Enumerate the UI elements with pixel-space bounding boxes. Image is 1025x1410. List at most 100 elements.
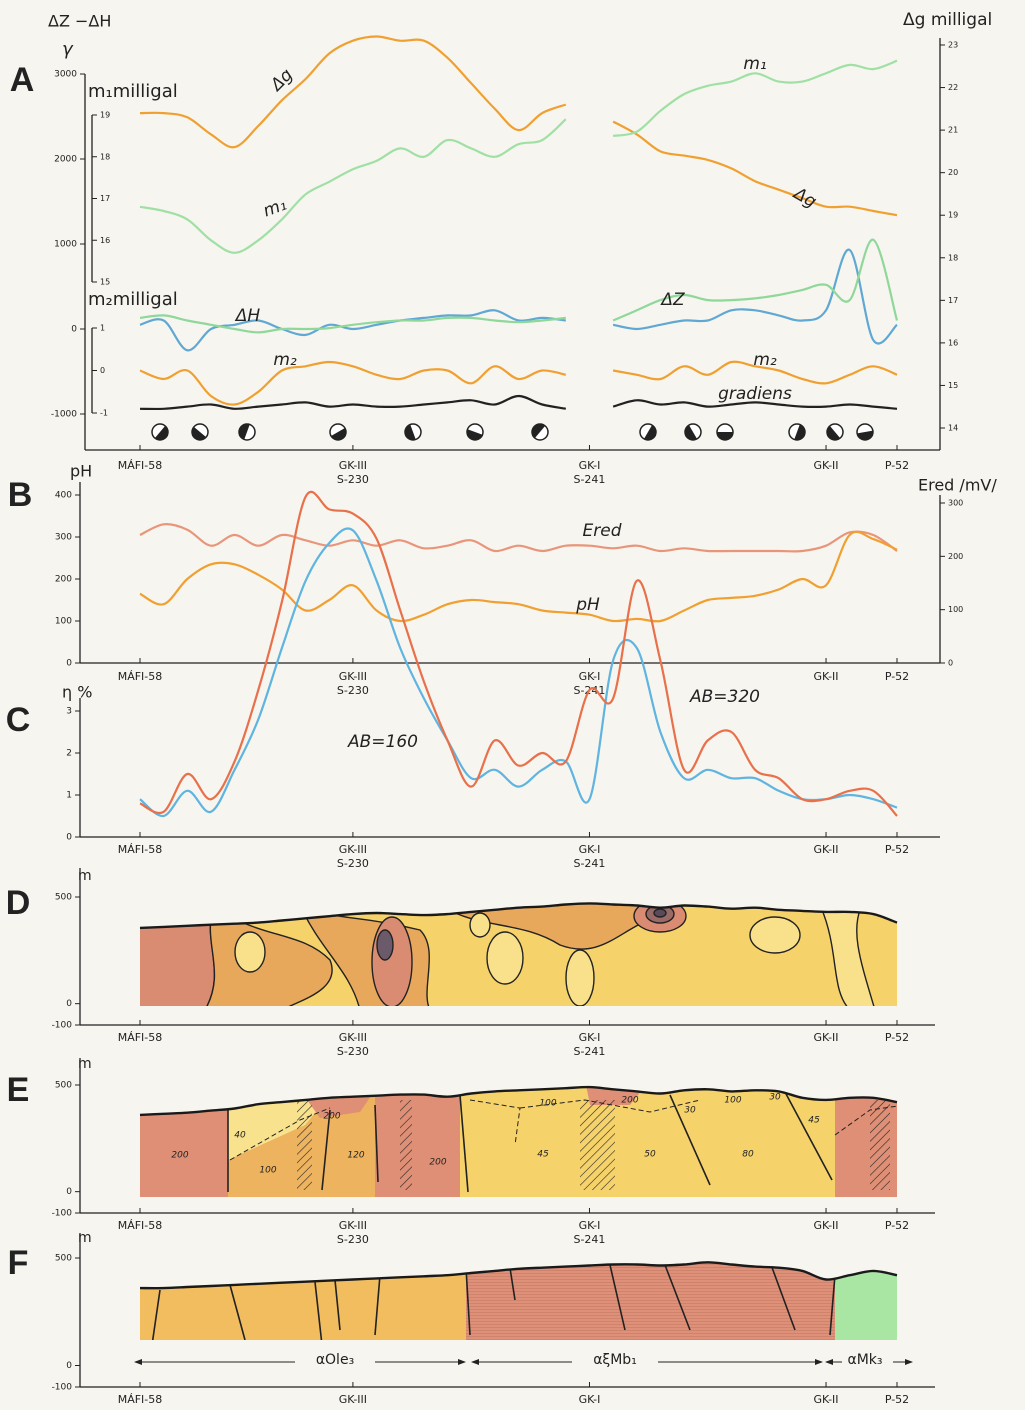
tick-label: 1000 <box>54 240 77 250</box>
tick-label: 20 <box>948 168 958 177</box>
series-label: ΔH <box>234 306 261 326</box>
station-label: MÁFI-58 <box>118 670 163 683</box>
fault <box>321 1109 331 1191</box>
station-sublabel: S-241 <box>573 857 605 870</box>
dip-symbol <box>405 424 416 440</box>
series-label: m₂ <box>273 350 297 370</box>
zone <box>749 916 801 954</box>
station-label: GK-II <box>814 843 839 856</box>
fault <box>459 1094 469 1193</box>
series-label: pH <box>575 595 600 615</box>
panel-letter: C <box>6 701 31 739</box>
zone <box>469 912 491 938</box>
zone <box>653 908 667 918</box>
fault <box>829 1274 836 1336</box>
station-label: GK-III <box>339 1393 367 1406</box>
tick-label: 100 <box>948 605 963 614</box>
station-label: GK-III <box>339 1031 367 1044</box>
tick-label: 2 <box>66 749 72 759</box>
axis-title: m₁milligal <box>88 81 178 102</box>
data-line <box>139 238 899 334</box>
tick-label: 3000 <box>54 70 77 80</box>
zone-label: 200 <box>323 1112 340 1122</box>
tick-label: 21 <box>948 126 958 135</box>
tick-label: 14 <box>948 424 958 433</box>
dip-symbol <box>154 425 168 440</box>
zone-label: 100 <box>259 1166 276 1176</box>
tick-label: 500 <box>55 1081 72 1091</box>
fault <box>769 1262 796 1331</box>
station-sublabel: S-230 <box>337 473 369 486</box>
dip-symbol <box>532 424 546 439</box>
dip-symbol <box>717 432 733 440</box>
series-label: Ered <box>583 521 622 541</box>
dip-symbol <box>685 425 698 440</box>
station-sublabel: S-230 <box>337 857 369 870</box>
dip-symbol <box>794 424 805 440</box>
dip-symbol <box>857 430 873 440</box>
zone <box>460 1087 835 1197</box>
data-line <box>139 523 898 553</box>
station-label: GK-I <box>579 670 601 683</box>
surface <box>139 1261 898 1290</box>
section-body <box>140 1262 897 1340</box>
hatch <box>297 1100 312 1190</box>
zone-label: 100 <box>724 1096 741 1106</box>
tick-label: 400 <box>55 491 72 501</box>
series-label: AB=160 <box>347 732 418 752</box>
zone-label: 50 <box>644 1150 656 1160</box>
station-label: MÁFI-58 <box>118 1219 163 1232</box>
panel-letter: B <box>8 476 33 514</box>
fault <box>151 1289 161 1340</box>
station-sublabel: S-230 <box>337 1045 369 1058</box>
station-label: GK-III <box>339 670 367 683</box>
tick-label: 3 <box>66 707 72 717</box>
station-label: MÁFI-58 <box>118 1393 163 1406</box>
station-sublabel: S-230 <box>337 684 369 697</box>
zone <box>140 903 217 1006</box>
tick-label: -100 <box>52 1021 73 1031</box>
zone-label: 200 <box>621 1096 638 1106</box>
station-label: GK-I <box>579 1031 601 1044</box>
dip-symbol <box>239 424 250 440</box>
station-sublabel: S-241 <box>573 1045 605 1058</box>
dip-symbol <box>331 428 346 440</box>
tick-label: 500 <box>55 1254 72 1264</box>
tick-label: -100 <box>52 1383 73 1393</box>
data-line <box>139 530 898 623</box>
axis-title: pH <box>70 462 92 481</box>
station-sublabel: S-230 <box>337 1233 369 1246</box>
series-label: m₁ <box>743 54 766 74</box>
zone-label: 45 <box>808 1116 820 1126</box>
tick-label: 300 <box>55 533 72 543</box>
zone-label: 200 <box>171 1151 188 1161</box>
surface <box>139 1085 898 1117</box>
zone <box>585 1087 650 1105</box>
series-label: gradiens <box>718 384 792 404</box>
station-label: P-52 <box>885 459 909 472</box>
station-label: GK-II <box>814 1031 839 1044</box>
axis-title: m <box>78 868 92 884</box>
data-line <box>139 59 898 254</box>
fault <box>664 1264 691 1331</box>
station-label: GK-I <box>579 1393 601 1406</box>
axis-title: m <box>78 1230 92 1246</box>
tick-label: 0 <box>66 999 72 1009</box>
axis-title: m₂milligal <box>88 289 178 310</box>
station-label: MÁFI-58 <box>118 1031 163 1044</box>
zone <box>376 929 394 961</box>
data-line <box>139 360 898 406</box>
zone-label: 120 <box>347 1151 364 1161</box>
zone <box>818 904 876 1006</box>
panel-letter: A <box>10 61 35 99</box>
station-label: GK-III <box>339 843 367 856</box>
series-label: Δg <box>789 183 820 213</box>
tick-label: 0 <box>948 659 953 668</box>
fault <box>465 1267 471 1336</box>
tick-label: 15 <box>100 278 110 287</box>
tick-label: 0 <box>66 1187 72 1197</box>
data-line <box>139 527 898 818</box>
zone-label: 200 <box>429 1158 446 1168</box>
zone <box>486 931 524 985</box>
station-label: P-52 <box>885 670 909 683</box>
